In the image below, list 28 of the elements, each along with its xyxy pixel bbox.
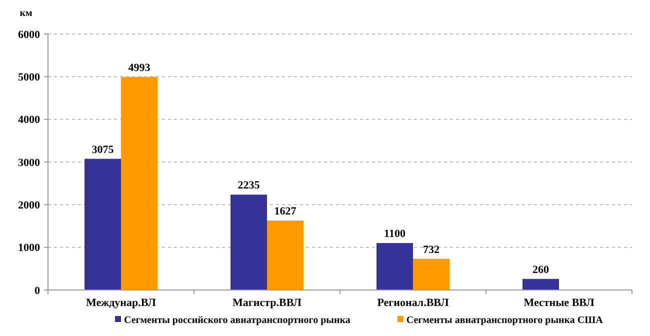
data-label: 1100 bbox=[384, 228, 406, 240]
data-label: 732 bbox=[423, 244, 440, 256]
y-axis-title: км bbox=[20, 8, 32, 19]
data-label: 260 bbox=[532, 264, 550, 276]
x-tick-label: Регионал.ВВЛ bbox=[377, 297, 450, 309]
x-tick-label: Магистр.ВВЛ bbox=[232, 297, 302, 309]
data-label: 4993 bbox=[128, 62, 151, 74]
data-label: 1627 bbox=[274, 206, 297, 218]
bar bbox=[267, 220, 304, 290]
bar bbox=[522, 278, 559, 290]
y-tick-label: 0 bbox=[34, 284, 40, 297]
y-tick-label: 1000 bbox=[18, 242, 40, 254]
x-tick-label: Местные ВВЛ bbox=[524, 297, 596, 309]
bar bbox=[376, 243, 413, 290]
legend-label: Сегменты российского авиатранспортного рынка bbox=[124, 315, 350, 326]
y-tick-label: 3000 bbox=[18, 156, 40, 169]
y-tick-label: 2000 bbox=[18, 200, 40, 212]
data-label: 2235 bbox=[238, 180, 260, 192]
bar bbox=[84, 158, 121, 290]
bar bbox=[413, 258, 450, 290]
y-tick-label: 4000 bbox=[18, 114, 40, 126]
legend-label: Сегменты авиатранспортного рынка США bbox=[406, 315, 604, 326]
y-tick-label: 5000 bbox=[18, 72, 40, 84]
x-tick-label: Междунар.ВЛ bbox=[86, 297, 157, 309]
bar bbox=[121, 76, 158, 290]
y-tick-label: 6000 bbox=[18, 28, 40, 41]
bar bbox=[230, 194, 267, 290]
data-label: 3075 bbox=[92, 144, 114, 156]
